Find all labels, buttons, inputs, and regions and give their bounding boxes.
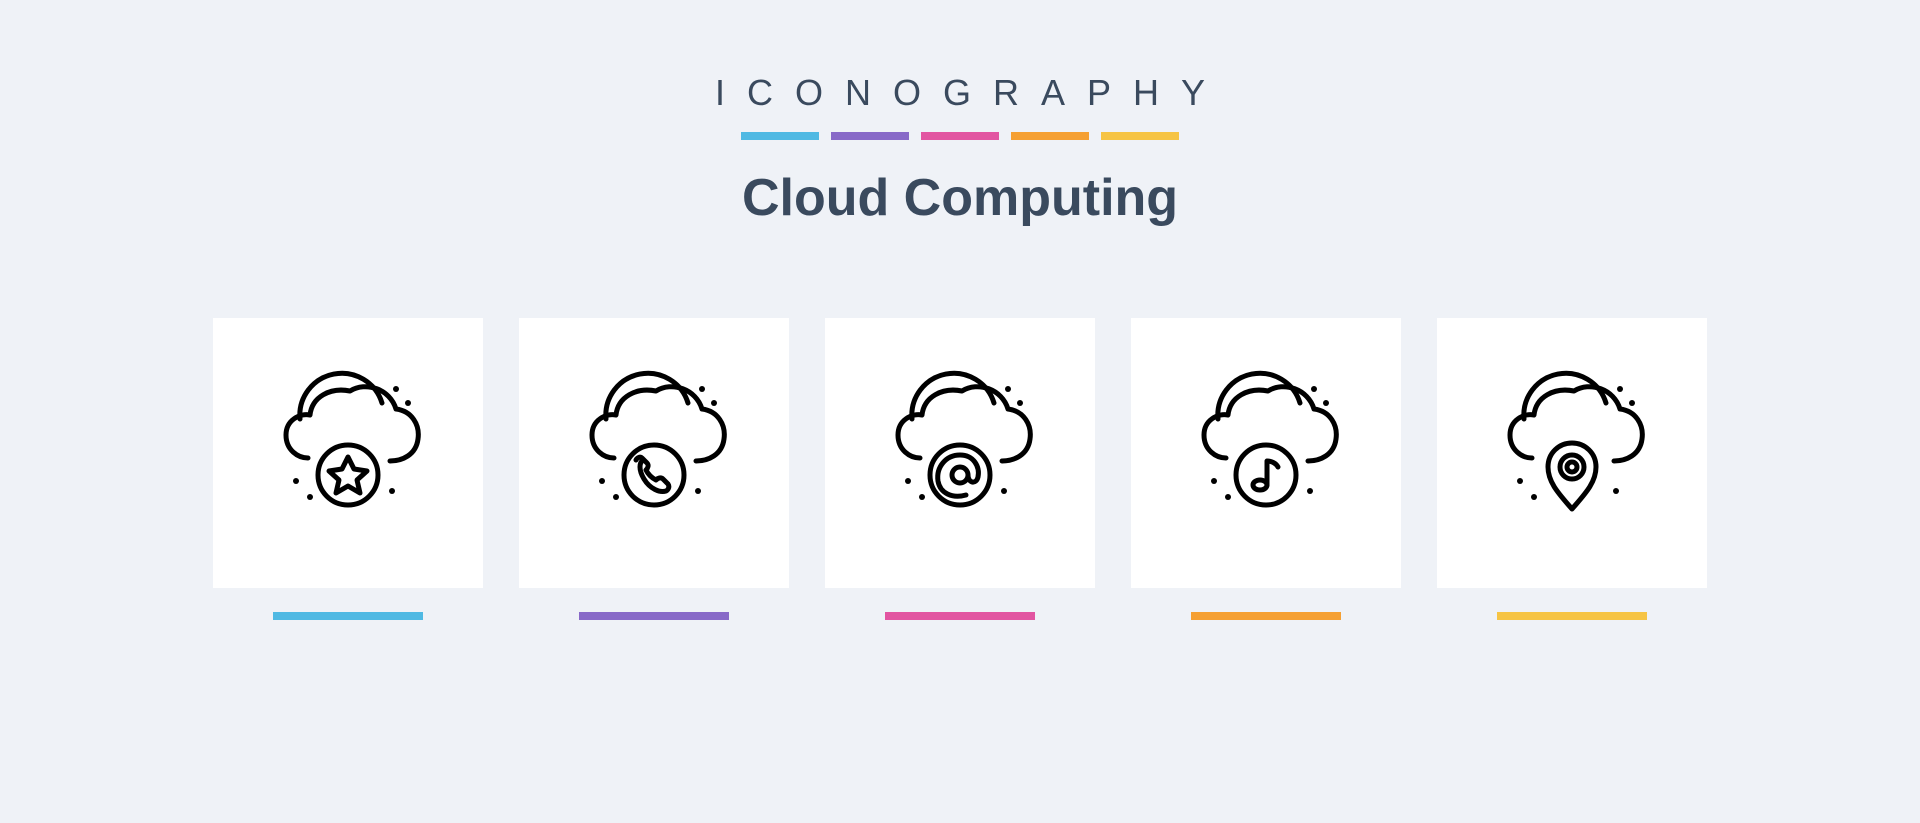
icon-underline [579,612,729,620]
cloud-call-icon [564,363,744,543]
icon-box [1131,318,1401,588]
brand-title: ICONOGRAPHY [693,72,1227,114]
icon-card-cloud-email [825,318,1095,620]
icon-card-cloud-location [1437,318,1707,620]
icon-box [1437,318,1707,588]
cloud-location-icon [1482,363,1662,543]
icon-underline [1191,612,1341,620]
icon-underline [1497,612,1647,620]
icon-row [213,318,1707,620]
cloud-music-icon [1176,363,1356,543]
header: ICONOGRAPHY Cloud Computing [693,72,1227,228]
accent-bar-4 [1011,132,1089,140]
icon-box [213,318,483,588]
icon-box [519,318,789,588]
cloud-email-icon [870,363,1050,543]
icon-card-cloud-music [1131,318,1401,620]
icon-underline [885,612,1035,620]
accent-bar-5 [1101,132,1179,140]
icon-box [825,318,1095,588]
icon-card-cloud-call [519,318,789,620]
cloud-star-icon [258,363,438,543]
accent-bar-2 [831,132,909,140]
icon-card-cloud-star [213,318,483,620]
accent-bar-1 [741,132,819,140]
icon-underline [273,612,423,620]
accent-bar-3 [921,132,999,140]
accent-underline-row [693,132,1227,140]
pack-subtitle: Cloud Computing [693,168,1227,228]
